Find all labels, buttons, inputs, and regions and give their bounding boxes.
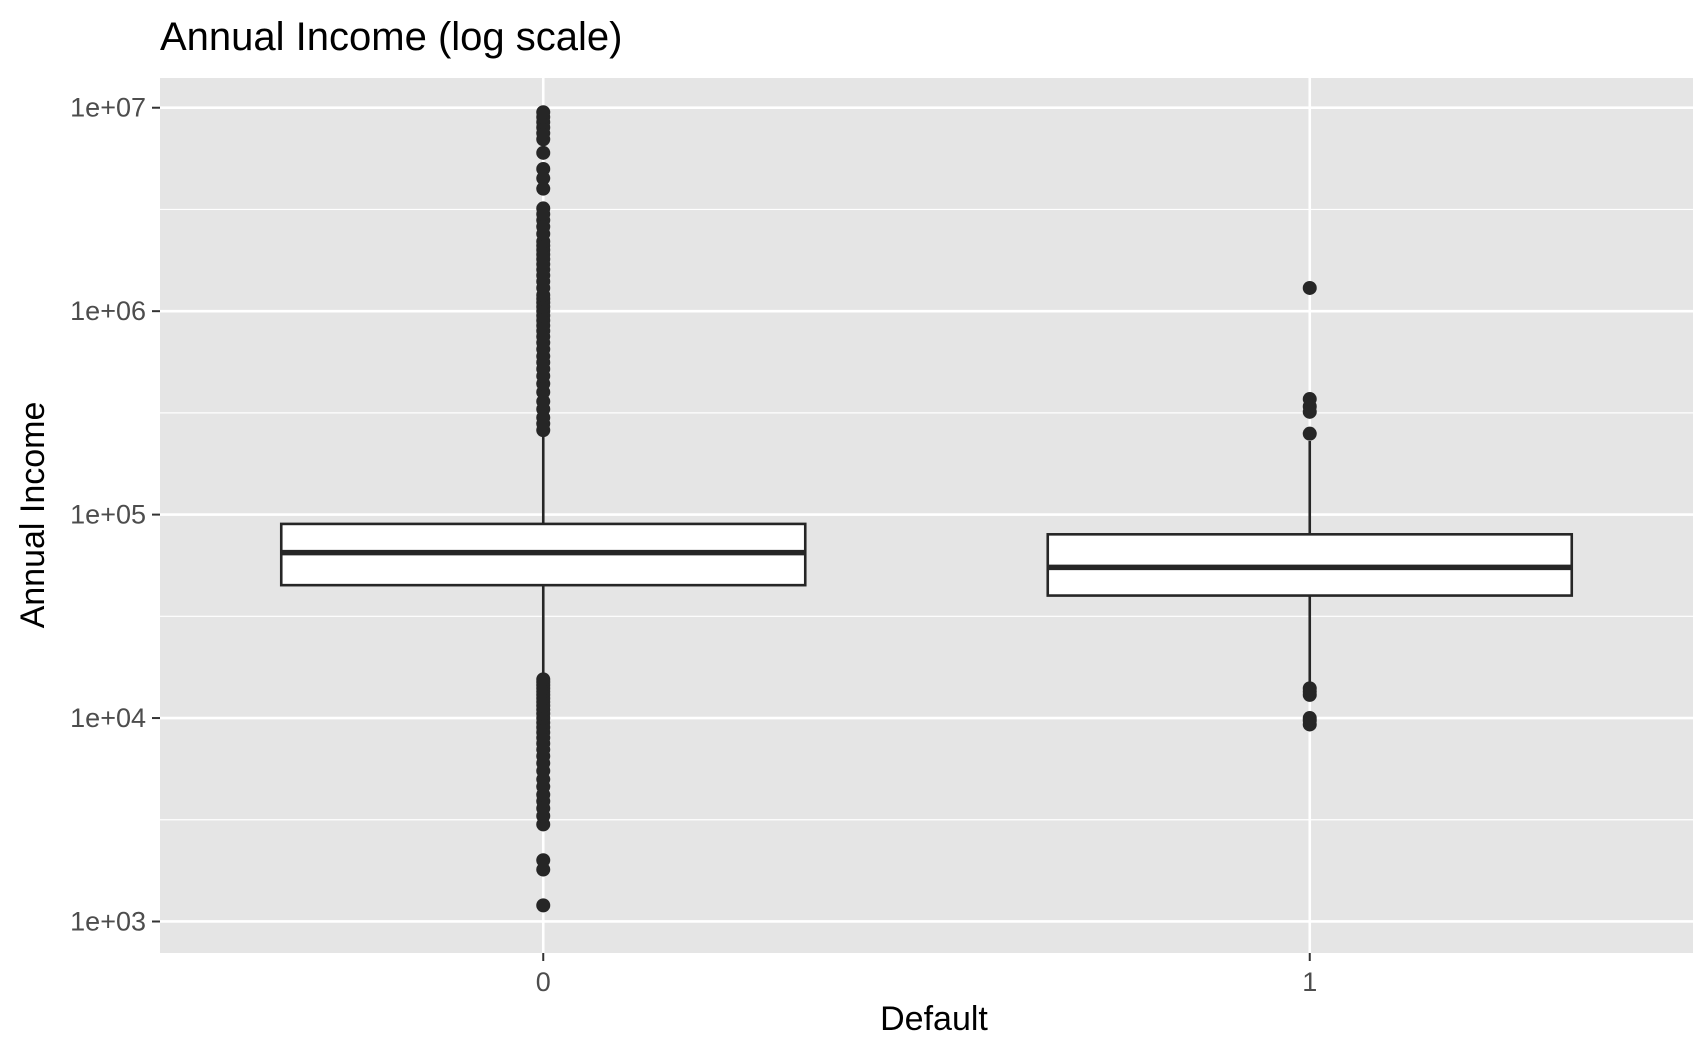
- y-tick-label: 1e+03: [70, 906, 146, 936]
- outlier-point: [536, 898, 551, 913]
- y-tick-label: 1e+07: [70, 93, 146, 123]
- y-axis-title: Annual Income: [14, 402, 52, 629]
- outlier-point: [1302, 426, 1317, 441]
- outlier-point: [1302, 711, 1317, 726]
- outlier-point: [536, 201, 551, 216]
- outlier-point: [1302, 392, 1317, 407]
- plot-area: 1e+03 1e+04 1e+05 1e+06 1e+07 0 1: [70, 78, 1693, 997]
- outlier-point: [1302, 280, 1317, 295]
- outlier-point: [536, 145, 551, 160]
- x-tick-label: 1: [1302, 967, 1317, 997]
- outlier-point: [536, 161, 551, 176]
- x-tick-label: 0: [536, 967, 551, 997]
- outlier-point: [536, 181, 551, 196]
- chart-title: Annual Income (log scale): [160, 15, 622, 59]
- outlier-point: [536, 672, 551, 687]
- y-tick-label: 1e+06: [70, 296, 146, 326]
- outlier-point: [536, 105, 551, 120]
- y-tick-label: 1e+05: [70, 500, 146, 530]
- y-tick-label: 1e+04: [70, 703, 146, 733]
- outlier-point: [536, 853, 551, 868]
- x-axis-title: Default: [880, 1000, 988, 1038]
- outlier-point: [1302, 681, 1317, 696]
